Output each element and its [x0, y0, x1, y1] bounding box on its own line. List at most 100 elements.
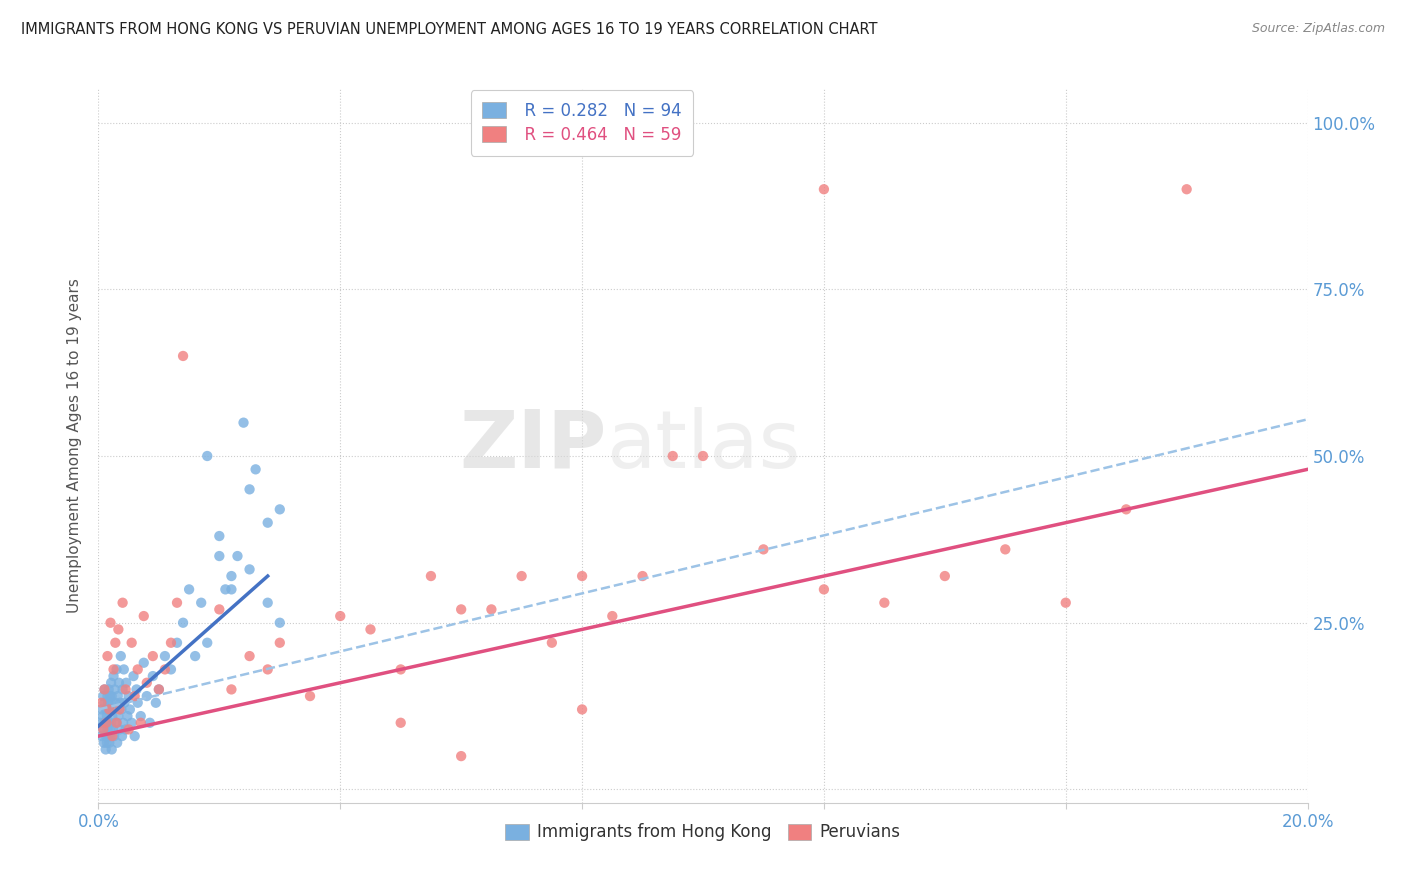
Point: [90, 696, 112, 710]
Point: [661, 449, 683, 463]
Point: [100, 689, 122, 703]
Point: [420, 569, 443, 583]
Point: [994, 542, 1017, 557]
Point: [142, 669, 165, 683]
Point: [166, 636, 188, 650]
Point: [97, 682, 120, 697]
Point: [148, 682, 170, 697]
Point: [148, 682, 170, 697]
Point: [112, 715, 135, 730]
Point: [96, 729, 118, 743]
Point: [103, 729, 125, 743]
Point: [104, 636, 127, 650]
Point: [239, 483, 262, 497]
Point: [97, 729, 120, 743]
Point: [132, 656, 155, 670]
Point: [226, 549, 249, 563]
Point: [329, 609, 352, 624]
Point: [208, 549, 231, 563]
Point: [245, 462, 267, 476]
Point: [631, 569, 654, 583]
Point: [139, 715, 162, 730]
Point: [117, 709, 139, 723]
Point: [93, 736, 115, 750]
Point: [100, 696, 122, 710]
Point: [105, 715, 128, 730]
Point: [239, 562, 262, 576]
Point: [108, 675, 131, 690]
Point: [208, 529, 231, 543]
Point: [94, 715, 117, 730]
Point: [91, 723, 114, 737]
Point: [93, 682, 115, 697]
Point: [89, 715, 111, 730]
Point: [98, 702, 121, 716]
Point: [221, 682, 243, 697]
Text: ZIP: ZIP: [458, 407, 606, 485]
Point: [105, 736, 128, 750]
Point: [104, 696, 127, 710]
Point: [166, 596, 188, 610]
Point: [221, 569, 243, 583]
Point: [160, 636, 183, 650]
Point: [121, 715, 143, 730]
Point: [114, 723, 136, 737]
Point: [101, 709, 124, 723]
Point: [94, 742, 117, 756]
Point: [256, 516, 278, 530]
Point: [96, 702, 118, 716]
Point: [91, 709, 114, 723]
Point: [124, 729, 146, 743]
Point: [813, 182, 835, 196]
Point: [93, 696, 115, 710]
Point: [239, 649, 262, 664]
Point: [98, 702, 121, 716]
Point: [145, 696, 167, 710]
Point: [221, 582, 243, 597]
Point: [934, 569, 956, 583]
Point: [112, 696, 135, 710]
Point: [256, 662, 278, 676]
Point: [103, 662, 125, 676]
Point: [91, 689, 114, 703]
Point: [127, 696, 149, 710]
Point: [111, 729, 134, 743]
Point: [269, 502, 291, 516]
Point: [132, 609, 155, 624]
Point: [360, 623, 382, 637]
Point: [97, 715, 120, 730]
Point: [108, 702, 131, 716]
Point: [98, 723, 121, 737]
Point: [232, 416, 254, 430]
Point: [100, 675, 122, 690]
Text: Source: ZipAtlas.com: Source: ZipAtlas.com: [1251, 22, 1385, 36]
Point: [101, 729, 124, 743]
Point: [450, 602, 472, 616]
Point: [142, 649, 165, 664]
Point: [214, 582, 236, 597]
Point: [122, 669, 145, 683]
Point: [510, 569, 533, 583]
Point: [692, 449, 714, 463]
Point: [110, 649, 132, 664]
Point: [1175, 182, 1198, 196]
Point: [103, 669, 125, 683]
Point: [93, 715, 115, 730]
Point: [105, 662, 128, 676]
Point: [299, 689, 322, 703]
Point: [190, 596, 212, 610]
Point: [101, 723, 124, 737]
Point: [97, 696, 120, 710]
Text: atlas: atlas: [606, 407, 800, 485]
Point: [104, 682, 127, 697]
Text: IMMIGRANTS FROM HONG KONG VS PERUVIAN UNEMPLOYMENT AMONG AGES 16 TO 19 YEARS COR: IMMIGRANTS FROM HONG KONG VS PERUVIAN UN…: [21, 22, 877, 37]
Point: [389, 662, 412, 676]
Point: [195, 449, 218, 463]
Point: [269, 615, 291, 630]
Point: [160, 662, 183, 676]
Point: [135, 689, 157, 703]
Point: [93, 682, 115, 697]
Point: [90, 729, 112, 743]
Point: [96, 689, 118, 703]
Point: [153, 662, 176, 676]
